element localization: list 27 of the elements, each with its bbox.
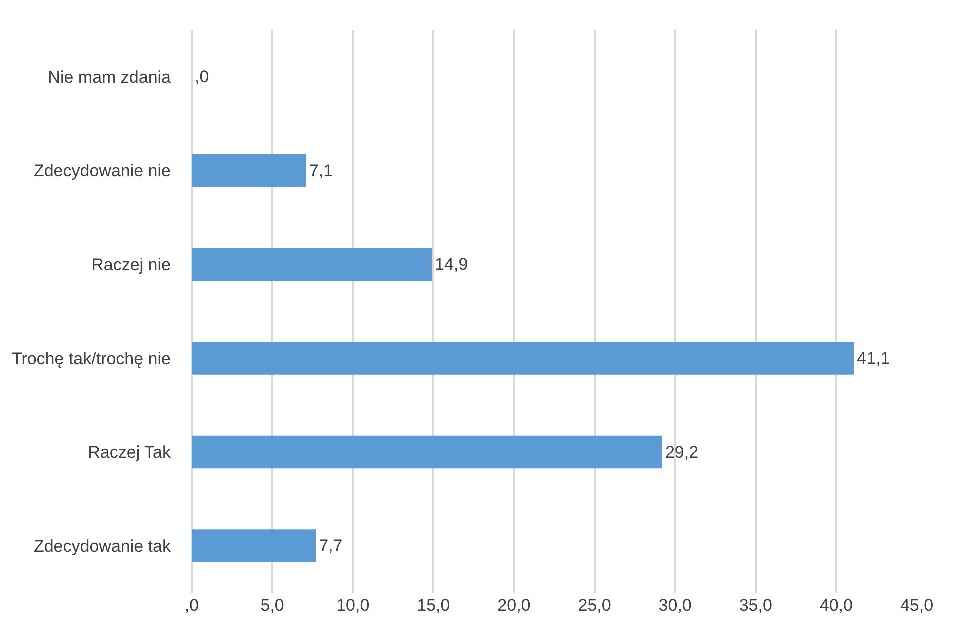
x-tick-label: 45,0 [900,596,934,615]
bar [192,436,662,469]
x-tick-label: 30,0 [658,596,692,615]
x-tick-label: 25,0 [578,596,612,615]
x-tick-label: 40,0 [820,596,853,615]
x-tick-label: 10,0 [336,596,370,615]
data-label: 41,1 [857,348,890,368]
data-label: 7,1 [309,161,334,180]
x-tick-label: ,0 [184,596,200,615]
bar [192,342,854,375]
data-label: 7,7 [319,536,343,556]
data-label: 29,2 [665,442,699,462]
y-tick-label: Zdecydowanie nie [34,162,171,181]
bar [192,530,316,562]
x-tick-label: 15,0 [417,596,450,615]
data-label: 14,9 [435,255,468,274]
y-tick-label: Nie mam zdania [48,68,172,87]
x-tick-label: 35,0 [739,596,772,615]
y-tick-label: Trochę tak/trochę nie [12,349,171,368]
y-tick-label: Raczej nie [92,256,171,275]
bar [192,154,306,188]
y-tick-label: Zdecydowanie tak [34,537,172,556]
data-label: ,0 [195,67,210,86]
x-tick-label: 5,0 [260,596,284,615]
y-tick-label: Raczej Tak [88,443,172,462]
bar [192,248,432,281]
x-tick-label: 20,0 [498,596,531,615]
